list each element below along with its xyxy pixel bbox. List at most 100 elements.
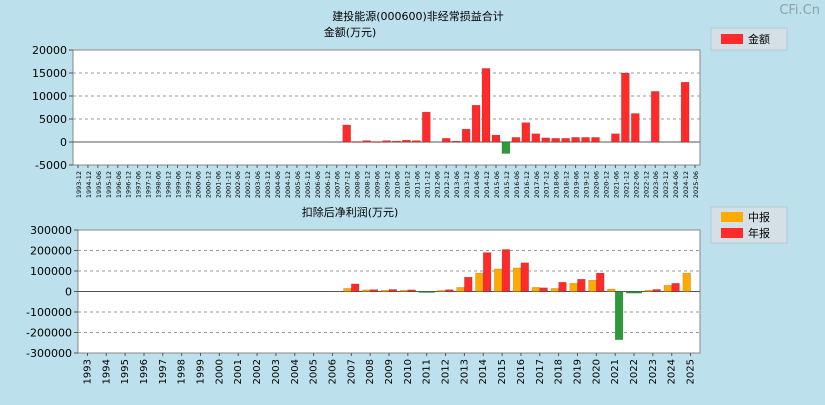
chart2-title: 扣除后净利润(万元) <box>302 205 399 219</box>
x-tick-label: 2023-06 <box>652 171 660 198</box>
bar-2008-12-value <box>362 140 371 143</box>
bar-2020-年报 <box>596 272 605 292</box>
bar-2012-年报 <box>445 289 454 292</box>
x-tick-label: 2012-12 <box>443 171 451 198</box>
bar-2013-中报 <box>456 287 465 292</box>
bar-2021-中报 <box>607 288 616 292</box>
bar-2021-年报 <box>614 291 624 340</box>
x-tick-label: 2009 <box>384 359 395 384</box>
x-tick-label: 1993 <box>82 359 93 384</box>
bar-2015-12-value <box>501 141 511 154</box>
x-tick-label: 2023-12 <box>662 171 670 198</box>
x-tick-label: 1997 <box>158 359 169 384</box>
x-tick-label: 2022-12 <box>642 171 650 198</box>
x-tick-label: 2007-12 <box>344 171 352 198</box>
bar-2022-06-value <box>631 113 640 143</box>
x-tick-label: 2013-06 <box>453 171 461 198</box>
x-tick-label: 2022-06 <box>632 171 640 198</box>
x-tick-label: 2020 <box>591 359 602 384</box>
chart1-ylabel: 金额(万元) <box>324 25 377 39</box>
x-tick-label: 1999-06 <box>175 171 183 198</box>
x-tick-label: 2017 <box>535 359 546 384</box>
x-tick-label: 1997-06 <box>135 171 143 198</box>
bar-2009-06-value <box>372 141 381 143</box>
bar-2018-年报 <box>558 282 567 292</box>
y-tick-label: 20000 <box>32 44 67 57</box>
bar-2013-12-value <box>461 128 471 143</box>
x-tick-label: 2012-06 <box>433 171 441 198</box>
bar-2015-中报 <box>494 268 503 292</box>
bar-2024-年报 <box>671 283 680 292</box>
bar-2012-12-value <box>441 138 451 143</box>
x-tick-label: 2021-12 <box>622 171 630 198</box>
x-tick-label: 2021-06 <box>612 171 620 198</box>
x-tick-label: 2020-06 <box>593 171 601 198</box>
x-tick-label: 2001-12 <box>224 171 232 198</box>
x-tick-label: 2011-06 <box>413 171 421 198</box>
x-tick-label: 2018-06 <box>553 171 561 198</box>
x-tick-label: 1998 <box>177 359 188 384</box>
x-tick-label: 1998-12 <box>165 171 173 198</box>
bar-2010-12-value <box>402 139 411 143</box>
x-tick-label: 2014-12 <box>483 171 491 198</box>
bar-2010-中报 <box>399 290 409 292</box>
bar-2018-中报 <box>550 288 559 292</box>
bar-2008-06-value <box>352 141 361 143</box>
x-tick-label: 2015-12 <box>503 171 511 198</box>
x-tick-label: 2015 <box>497 359 508 384</box>
x-tick-label: 2011-12 <box>423 171 431 198</box>
y-tick-label: 100000 <box>30 265 72 278</box>
x-tick-label: 2017-12 <box>543 171 551 198</box>
bar-2012-中报 <box>437 290 446 292</box>
bar-2014-年报 <box>482 252 492 292</box>
bar-2025-中报 <box>682 272 691 292</box>
x-tick-label: 2009-12 <box>384 171 392 198</box>
y-tick-label: 15000 <box>32 67 67 80</box>
x-tick-label: 2006-12 <box>324 171 332 198</box>
x-tick-label: 1996 <box>139 359 150 384</box>
x-tick-label: 2002-12 <box>244 171 252 198</box>
y-tick-label: 0 <box>60 136 67 149</box>
chart1-legend-label: 金额 <box>748 32 770 46</box>
x-tick-label: 2003-06 <box>254 171 262 198</box>
bar-2014-06-value <box>471 104 481 143</box>
bar-2007-12-value <box>342 124 351 143</box>
bar-2014-中报 <box>475 272 484 292</box>
bar-2007-中报 <box>343 288 352 292</box>
bar-2018-12-value <box>561 138 570 143</box>
chart2-legend-swatch-annual <box>721 228 743 238</box>
x-tick-label: 2023 <box>648 359 659 384</box>
bar-2008-中报 <box>362 289 371 292</box>
chart1-title: 建投能源(000600)非经常损益合计 <box>332 9 504 23</box>
bar-2016-年报 <box>520 262 529 292</box>
bar-2015-06-value <box>491 134 501 143</box>
bar-2017-12-value <box>541 137 550 143</box>
y-tick-label: 0 <box>65 286 72 299</box>
bar-2023-中报 <box>644 290 654 292</box>
x-tick-label: 2024 <box>667 359 678 384</box>
x-tick-label: 1995-12 <box>105 171 113 198</box>
x-tick-label: 1998-06 <box>155 171 163 198</box>
x-tick-label: 2019-12 <box>583 171 591 198</box>
bar-2016-中报 <box>512 267 522 292</box>
bar-2013-06-value <box>451 140 461 143</box>
x-tick-label: 2021 <box>610 359 621 384</box>
bar-2017-06-value <box>531 133 541 143</box>
x-tick-label: 2022 <box>629 359 640 384</box>
chart1-legend: 金额 <box>710 27 788 51</box>
chart2-legend-label-interim: 中报 <box>748 210 770 224</box>
bar-2024-中报 <box>663 285 672 292</box>
x-tick-label: 2011 <box>422 359 433 384</box>
x-tick-label: 2002 <box>252 359 263 384</box>
x-tick-label: 2016-06 <box>513 171 521 198</box>
chart1-legend-swatch <box>721 34 743 44</box>
x-tick-label: 1996-06 <box>115 171 123 198</box>
x-tick-label: 1995-06 <box>95 171 103 198</box>
x-tick-label: 2004-12 <box>284 171 292 198</box>
y-tick-label: -200000 <box>26 327 72 340</box>
bar-2010-06-value <box>392 140 401 143</box>
bar-2019-12-value <box>581 137 590 143</box>
y-tick-label: -5000 <box>35 159 67 172</box>
bar-2009-12-value <box>382 140 391 143</box>
